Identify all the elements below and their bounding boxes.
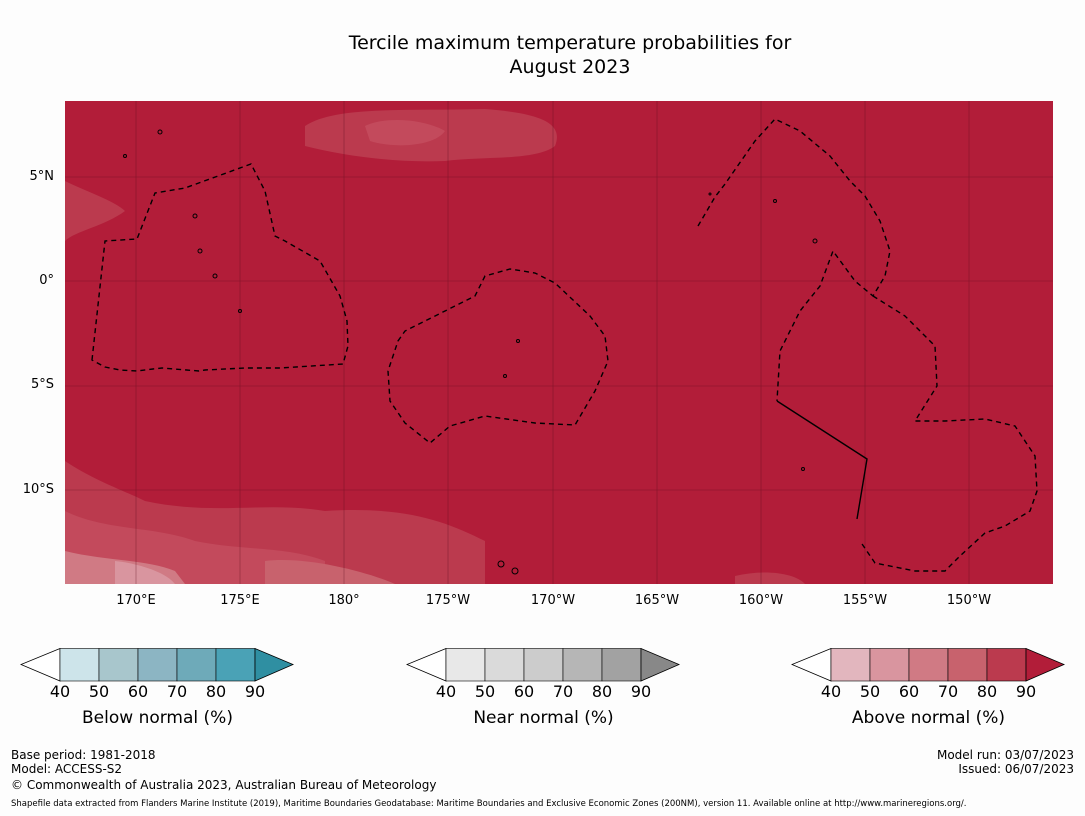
colorbar-segment (215, 648, 256, 682)
lon-label-165w: 165°W (634, 593, 680, 608)
patch-sw-4 (115, 561, 175, 584)
colorbar-extend-low (20, 648, 61, 682)
lat-label-10s: 10°S (22, 482, 54, 497)
colorbar-tick: 60 (513, 682, 535, 701)
model-name: Model: ACCESS-S2 (11, 762, 123, 776)
colorbar-tick: 60 (898, 682, 920, 701)
colorbar-segment (137, 648, 178, 682)
colorbar-tick: 50 (88, 682, 110, 701)
lon-label-160w: 160°W (738, 593, 784, 608)
colorbar-tick: 40 (820, 682, 842, 701)
colorbar-tick: 90 (244, 682, 266, 701)
colorbar-extend-high (640, 648, 681, 682)
colorbar-extend-low (791, 648, 832, 682)
colorbar-extend-low (406, 648, 447, 682)
footer-right: Model run: 03/07/2023 Issued: 06/07/2023 (937, 748, 1074, 776)
colorbar-segment (523, 648, 564, 682)
patch-se (735, 572, 805, 584)
colorbar-segment (986, 648, 1027, 682)
eez-tuvalu (91, 163, 349, 372)
graticule (65, 101, 1053, 584)
colorbar-segment (445, 648, 486, 682)
eez-solid-boundary (776, 400, 868, 520)
colorbar-label: Below normal (%) (82, 708, 233, 728)
base-period: Base period: 1981-2018 (11, 748, 156, 762)
colorbar-tick: 90 (1015, 682, 1037, 701)
lat-label-0: 0° (39, 273, 54, 288)
colorbar-below: 40 50 60 70 80 90 Below normal (%) (20, 648, 295, 728)
colorbar-tick: 70 (166, 682, 188, 701)
title-line-2: August 2023 (509, 56, 631, 78)
colorbar-segment (869, 648, 910, 682)
colorbar-tick: 80 (976, 682, 998, 701)
lon-label-150w: 150°W (946, 593, 992, 608)
colorbar-segment (601, 648, 642, 682)
colorbar-segment (176, 648, 217, 682)
colorbar-label: Near normal (%) (473, 708, 614, 728)
colorbar-label: Above normal (%) (851, 708, 1006, 728)
lon-label-180: 180° (328, 593, 360, 608)
issued-date: Issued: 06/07/2023 (958, 762, 1074, 776)
colorbar-segment (562, 648, 603, 682)
colorbar-tick: 90 (630, 682, 652, 701)
colorbar-segment (830, 648, 871, 682)
chart-title: Tercile maximum temperature probabilitie… (270, 31, 870, 79)
eez-line-islands (697, 118, 891, 402)
lon-label-170e: 170°E (116, 593, 156, 608)
model-run: Model run: 03/07/2023 (936, 748, 1074, 762)
colorbar-tick: 70 (937, 682, 959, 701)
colorbar-tick: 80 (205, 682, 227, 701)
copyright: © Commonwealth of Australia 2023, Austra… (11, 778, 437, 792)
lon-label-175w: 175°W (425, 593, 471, 608)
colorbar-segment (59, 648, 100, 682)
colorbar-segment (908, 648, 949, 682)
lon-label-175e: 175°E (220, 593, 260, 608)
lon-label-155w: 155°W (842, 593, 888, 608)
eez-south (859, 295, 1038, 572)
patch-north-inner (365, 119, 445, 146)
lon-label-170w: 170°W (530, 593, 576, 608)
colorbar-extend-high (1025, 648, 1066, 682)
colorbar-tick: 40 (49, 682, 71, 701)
colorbar-segment (98, 648, 139, 682)
colorbar-tick: 60 (127, 682, 149, 701)
eez-boundaries (91, 118, 1038, 572)
eez-tokelau (387, 268, 609, 444)
patch-west (65, 181, 125, 241)
colorbar-segment (484, 648, 525, 682)
colorbar-segment (947, 648, 988, 682)
colorbar-tick: 40 (435, 682, 457, 701)
colorbar-near: 40 50 60 70 80 90 Near normal (%) (406, 648, 681, 728)
colorbar-above: 40 50 60 70 80 90 Above normal (%) (791, 648, 1066, 728)
patch-s (265, 560, 395, 584)
shapefile-credit: Shapefile data extracted from Flanders M… (11, 799, 967, 809)
colorbar-tick: 70 (552, 682, 574, 701)
colorbar-tick: 50 (474, 682, 496, 701)
lat-label-5s: 5°S (30, 377, 54, 392)
islands (123, 129, 818, 575)
probability-map (65, 101, 1053, 584)
colorbar-tick: 80 (591, 682, 613, 701)
map-background (65, 101, 1053, 584)
colorbar-extend-high (254, 648, 295, 682)
lat-label-5n: 5°N (29, 169, 55, 184)
title-line-1: Tercile maximum temperature probabilitie… (348, 32, 792, 54)
colorbar-tick: 50 (859, 682, 881, 701)
footer-left: Base period: 1981-2018 Model: ACCESS-S2 … (11, 748, 436, 792)
